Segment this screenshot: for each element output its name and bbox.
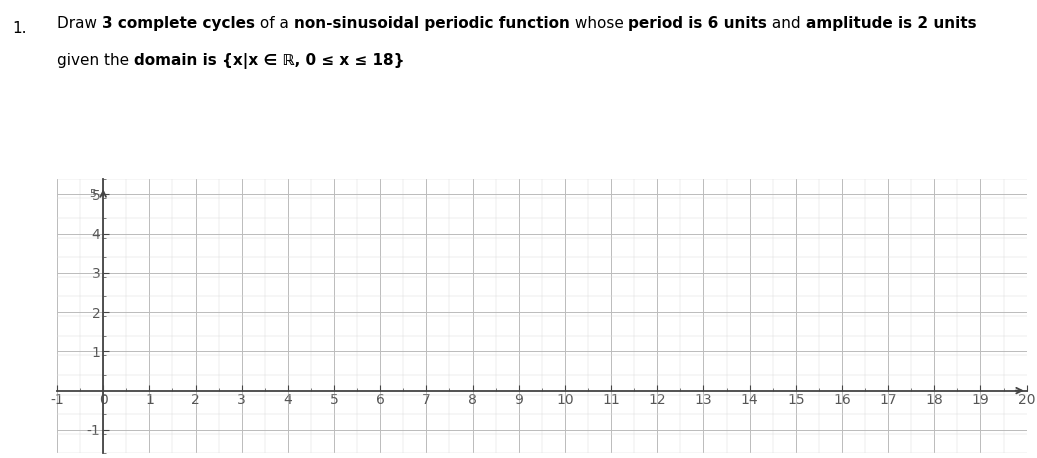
Text: amplitude is 2 units: amplitude is 2 units	[806, 16, 976, 31]
Text: 3 complete cycles: 3 complete cycles	[102, 16, 255, 31]
Text: whose: whose	[569, 16, 628, 31]
Text: period is 6 units: period is 6 units	[628, 16, 767, 31]
Text: domain is {x|x ∈ ℝ, 0 ≤ x ≤ 18}: domain is {x|x ∈ ℝ, 0 ≤ x ≤ 18}	[134, 53, 404, 69]
Text: non-sinusoidal periodic function: non-sinusoidal periodic function	[293, 16, 569, 31]
Text: 1.: 1.	[12, 21, 27, 36]
Text: and: and	[767, 16, 806, 31]
Text: given the: given the	[57, 53, 134, 68]
Text: of a: of a	[255, 16, 293, 31]
Text: Draw: Draw	[57, 16, 102, 31]
Text: 5: 5	[89, 189, 96, 199]
